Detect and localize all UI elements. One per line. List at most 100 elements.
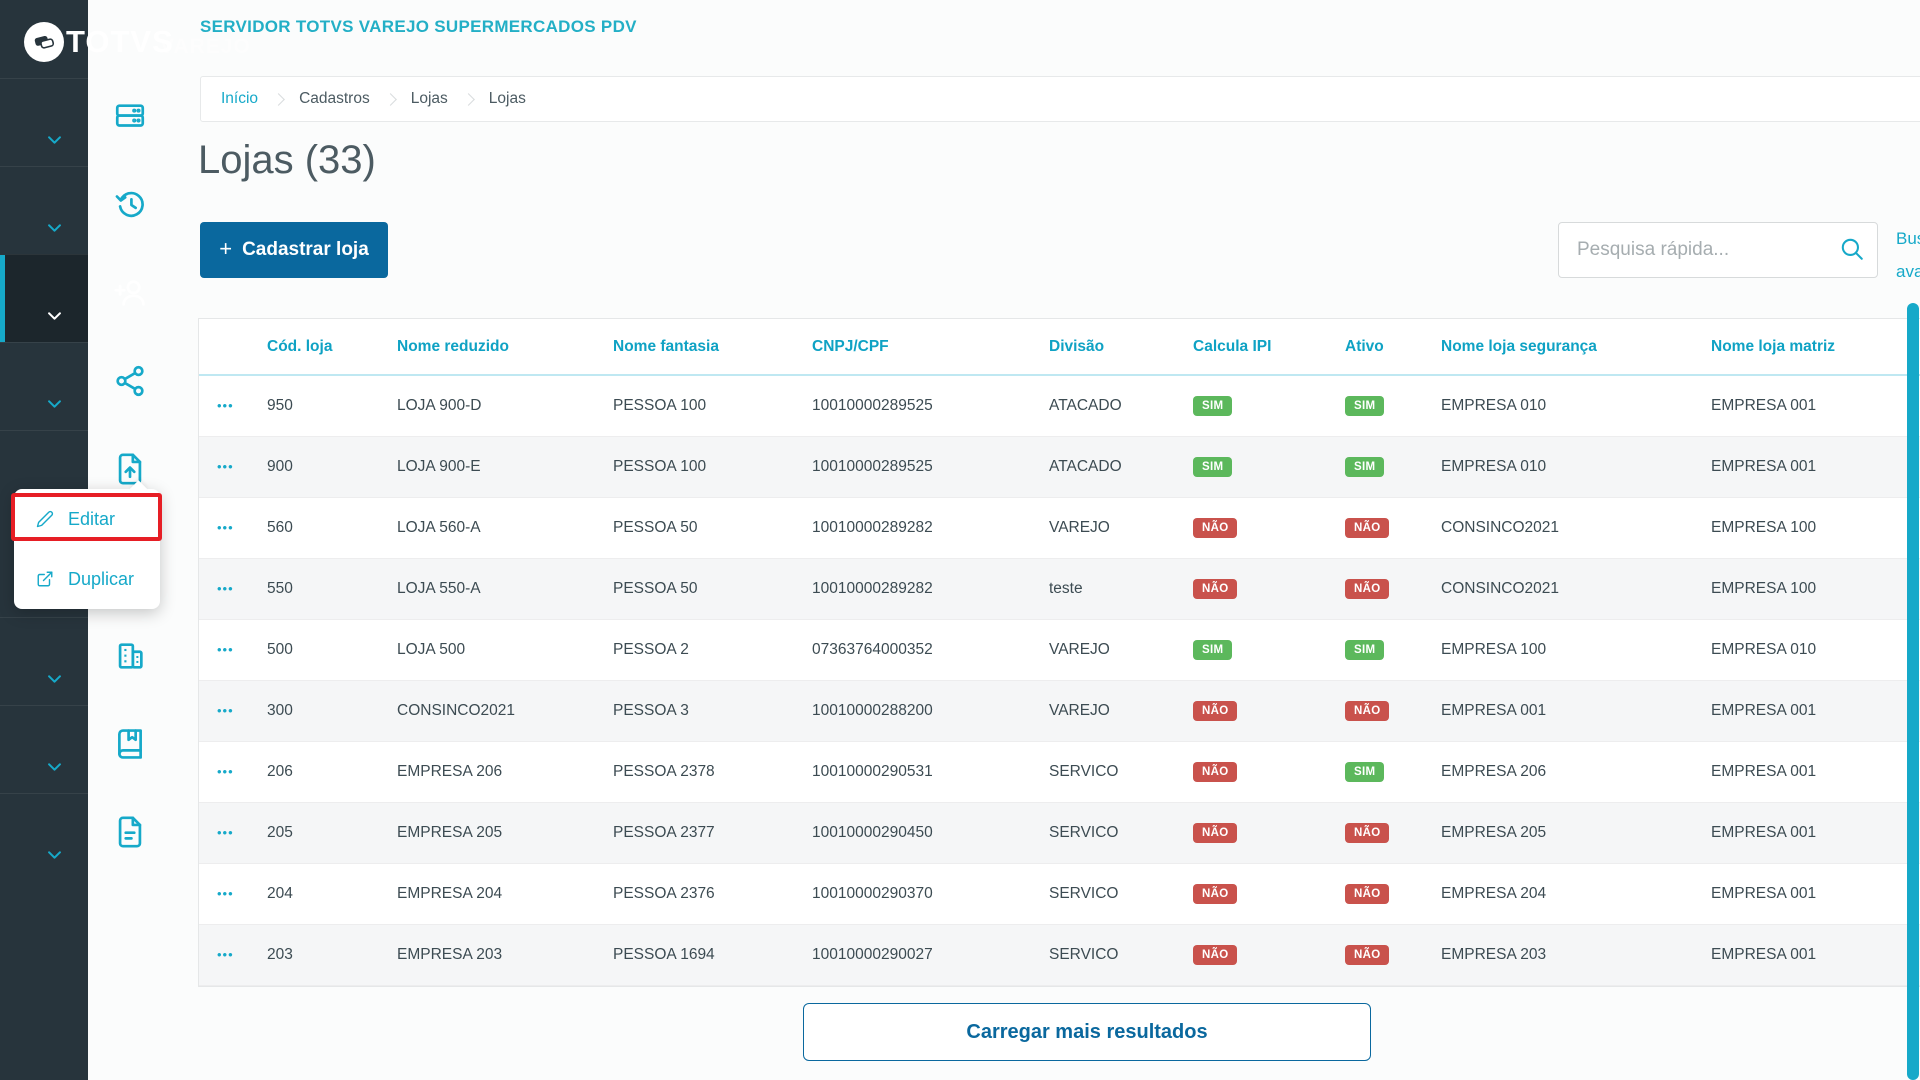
cell-cnpj: 07363764000352 [802, 619, 1039, 681]
table-body: ••• 950 LOJA 900-D PESSOA 100 1001000028… [199, 375, 1920, 986]
breadcrumb-inicio[interactable]: Início [221, 90, 259, 107]
row-actions-button[interactable]: ••• [217, 580, 234, 596]
cell-cod: 950 [257, 375, 387, 437]
cadastrar-loja-button[interactable]: + Cadastrar loja [200, 222, 388, 278]
calcula-ipi-badge: NÃO [1193, 578, 1238, 599]
menu-item-editar[interactable]: Editar [11, 489, 162, 549]
col-seguranca[interactable]: Nome loja segurança [1431, 319, 1701, 376]
cell-cod: 560 [257, 497, 387, 559]
col-nome-reduzido[interactable]: Nome reduzido [387, 319, 603, 376]
app-header-title: SERVIDOR TOTVS VAREJO SUPERMERCADOS PDV [200, 17, 637, 36]
sidebar-item-share[interactable] [0, 342, 147, 430]
cell-cod: 204 [257, 863, 387, 925]
row-actions-button[interactable]: ••• [217, 397, 234, 413]
search-button[interactable] [1838, 236, 1866, 264]
row-actions-button[interactable]: ••• [217, 824, 234, 840]
row-actions-button[interactable]: ••• [217, 763, 234, 779]
row-actions-button[interactable]: ••• [217, 885, 234, 901]
cell-cod: 203 [257, 924, 387, 986]
col-cnpj-cpf[interactable]: CNPJ/CPF [802, 319, 1039, 376]
menu-item-duplicar[interactable]: Duplicar [14, 549, 160, 609]
calcula-ipi-badge: SIM [1193, 456, 1233, 477]
row-actions-button[interactable]: ••• [217, 946, 234, 962]
sidebar-item-building[interactable] [0, 617, 147, 705]
calcula-ipi-badge: NÃO [1193, 822, 1238, 843]
cell-cod: 205 [257, 802, 387, 864]
cell-cod: 500 [257, 619, 387, 681]
cell-seguranca: EMPRESA 100 [1431, 619, 1701, 681]
book-icon [25, 726, 147, 773]
cell-divisao: SERVICO [1039, 863, 1183, 925]
ativo-badge: SIM [1345, 395, 1385, 416]
col-divisao[interactable]: Divisão [1039, 319, 1183, 376]
cell-cnpj: 10010000289282 [802, 497, 1039, 559]
table-row: ••• 560 LOJA 560-A PESSOA 50 10010000289… [199, 497, 1920, 559]
vertical-scrollbar[interactable] [1907, 303, 1919, 1080]
cell-ativo: SIM [1335, 375, 1431, 437]
cell-calcula-ipi: NÃO [1183, 863, 1335, 925]
breadcrumb-lojas-2: Lojas [488, 90, 526, 107]
cell-nome-reduzido: EMPRESA 205 [387, 802, 603, 864]
breadcrumb-lojas[interactable]: Lojas [410, 90, 448, 107]
cell-nome-reduzido: LOJA 500 [387, 619, 603, 681]
cell-nome-reduzido: CONSINCO2021 [387, 680, 603, 742]
sidebar-item-history[interactable] [0, 166, 147, 254]
page-title: Lojas (33) [198, 138, 376, 182]
sidebar-item-file-upload[interactable] [0, 430, 147, 518]
cell-nome-fantasia: PESSOA 3 [603, 680, 802, 742]
table-row: ••• 550 LOJA 550-A PESSOA 50 10010000289… [199, 558, 1920, 620]
row-actions-button[interactable]: ••• [217, 702, 234, 718]
sidebar-item-book[interactable] [0, 705, 147, 793]
row-actions-cell: ••• [199, 802, 257, 864]
col-cod-loja[interactable]: Cód. loja [257, 319, 387, 376]
breadcrumb-cadastros[interactable]: Cadastros [299, 90, 370, 107]
ativo-badge: NÃO [1345, 700, 1390, 721]
ativo-badge: NÃO [1345, 944, 1390, 965]
row-actions-button[interactable]: ••• [217, 641, 234, 657]
search-input[interactable] [1558, 222, 1878, 278]
cell-divisao: ATACADO [1039, 375, 1183, 437]
sidebar-item-user-add[interactable] [0, 254, 147, 342]
cell-nome-fantasia: PESSOA 100 [603, 375, 802, 437]
cell-cod: 300 [257, 680, 387, 742]
cell-nome-reduzido: LOJA 560-A [387, 497, 603, 559]
cell-matriz: EMPRESA 001 [1701, 924, 1913, 986]
totvs-logo[interactable] [0, 0, 88, 78]
col-calcula-ipi[interactable]: Calcula IPI [1183, 319, 1335, 376]
sidebar-item-document[interactable] [0, 793, 147, 881]
cell-matriz: EMPRESA 001 [1701, 436, 1913, 498]
cell-nome-reduzido: EMPRESA 206 [387, 741, 603, 803]
cell-nome-fantasia: PESSOA 2378 [603, 741, 802, 803]
busca-avancada-link[interactable]: Busca avançada [1896, 229, 1920, 281]
file-upload-icon [25, 451, 147, 498]
row-actions-button[interactable]: ••• [217, 519, 234, 535]
cell-calcula-ipi: SIM [1183, 619, 1335, 681]
row-actions-cell: ••• [199, 680, 257, 742]
user-add-icon [25, 275, 147, 322]
chevron-down-icon [48, 399, 61, 408]
breadcrumb-separator-icon [272, 92, 285, 106]
load-more-button[interactable]: Carregar mais resultados [803, 1003, 1371, 1061]
ativo-badge: SIM [1345, 761, 1385, 782]
row-actions-cell: ••• [199, 497, 257, 559]
cell-seguranca: EMPRESA 204 [1431, 863, 1701, 925]
cell-ativo: NÃO [1335, 802, 1431, 864]
row-actions-button[interactable]: ••• [217, 458, 234, 474]
cell-cnpj: 10010000288200 [802, 680, 1039, 742]
cell-matriz: EMPRESA 001 [1701, 863, 1913, 925]
col-ativo[interactable]: Ativo [1335, 319, 1431, 376]
chevron-down-icon [48, 850, 61, 859]
main-area: SERVIDOR TOTVS VAREJO SUPERMERCADOS PDV … [88, 0, 1920, 1080]
row-actions-cell: ••• [199, 924, 257, 986]
cell-divisao: VAREJO [1039, 680, 1183, 742]
sidebar-item-server[interactable] [0, 78, 147, 166]
cell-matriz: EMPRESA 100 [1701, 558, 1913, 620]
table-row: ••• 204 EMPRESA 204 PESSOA 2376 10010000… [199, 863, 1920, 925]
col-nome-fantasia[interactable]: Nome fantasia [603, 319, 802, 376]
cell-nome-fantasia: PESSOA 100 [603, 436, 802, 498]
building-icon [25, 638, 147, 685]
cell-divisao: SERVICO [1039, 741, 1183, 803]
col-matriz[interactable]: Nome loja matriz [1701, 319, 1913, 376]
cell-cnpj: 10010000289525 [802, 436, 1039, 498]
